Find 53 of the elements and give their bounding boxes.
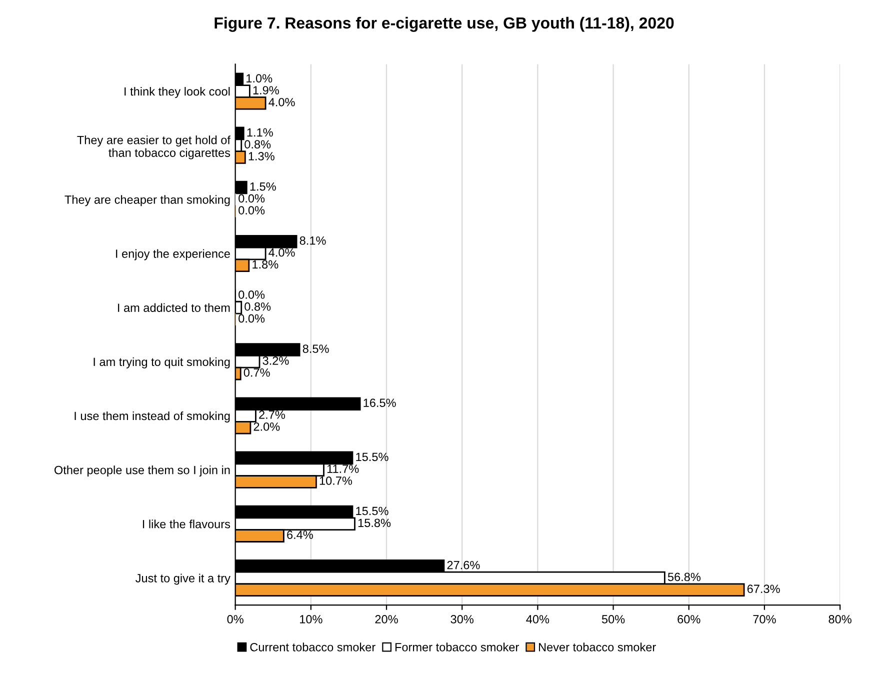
x-tick-label: 40% xyxy=(526,615,550,624)
y-tick-label: I think they look cool xyxy=(124,86,230,98)
chart-title: Figure 7. Reasons for e-cigarette use, GB youth (11-18), 2020 xyxy=(214,16,674,32)
y-tick-label: I use them instead of smoking xyxy=(74,411,230,422)
data-label: 1.3% xyxy=(248,152,274,160)
data-label: 11.7% xyxy=(327,464,359,473)
data-label: 0.7% xyxy=(244,368,270,377)
data-label: 15.5% xyxy=(356,506,388,516)
y-tick-label: Just to give it a try xyxy=(136,574,230,585)
x-tick-label: 70% xyxy=(753,615,776,624)
data-label: 16.5% xyxy=(364,398,396,408)
data-label: 0.0% xyxy=(238,314,265,323)
data-label: 4.0% xyxy=(268,98,295,106)
data-label: 6.4% xyxy=(287,530,313,539)
x-tick-label: 10% xyxy=(300,615,322,624)
y-tick-label: I am addicted to them xyxy=(118,303,230,312)
y-tick-label: I like the flavours xyxy=(142,520,230,528)
data-label: 1.0% xyxy=(246,74,272,83)
x-tick-label: 0% xyxy=(227,615,244,624)
x-tick-label: 30% xyxy=(450,615,474,624)
x-tick-label: 20% xyxy=(375,615,398,624)
legend-label: Current tobacco smoker xyxy=(250,642,376,652)
data-label: 0.0% xyxy=(238,206,265,214)
data-label: 0.0% xyxy=(238,290,265,299)
x-tick-label: 50% xyxy=(602,615,625,624)
data-label: 0.0% xyxy=(238,194,265,203)
data-label: 27.6% xyxy=(447,560,480,570)
legend-label: Former tobacco smoker xyxy=(395,642,519,652)
data-label: 67.3% xyxy=(747,584,780,594)
data-label: 3.2% xyxy=(262,356,289,365)
data-label: 15.8% xyxy=(358,518,391,528)
data-label: 1.1% xyxy=(247,128,273,137)
y-tick-label: They are easier to get hold of than tobacco cigarettes xyxy=(77,136,230,160)
data-label: 15.5% xyxy=(356,452,388,462)
legend-label: Never tobacco smoker xyxy=(538,642,656,652)
y-tick-label: They are cheaper than smoking xyxy=(64,195,230,206)
data-label: 8.5% xyxy=(302,344,329,353)
y-tick-label: I am trying to quit smoking xyxy=(94,357,230,368)
data-label: 1.5% xyxy=(250,182,276,191)
data-label: 10.7% xyxy=(320,476,352,485)
data-label: 8.1% xyxy=(300,236,326,245)
data-label: 56.8% xyxy=(668,572,701,582)
data-label: 2.7% xyxy=(259,410,285,419)
data-label: 2.0% xyxy=(254,422,280,431)
y-tick-label: Other people use them so I join in xyxy=(54,466,230,477)
x-tick-label: 80% xyxy=(828,615,852,624)
y-tick-label: I enjoy the experience xyxy=(116,249,230,260)
data-label: 0.8% xyxy=(244,140,271,149)
data-label: 1.8% xyxy=(252,260,278,269)
data-label: 4.0% xyxy=(268,248,295,257)
x-tick-label: 60% xyxy=(678,615,700,624)
data-label: 1.9% xyxy=(253,86,279,94)
data-label: 0.8% xyxy=(244,302,271,311)
